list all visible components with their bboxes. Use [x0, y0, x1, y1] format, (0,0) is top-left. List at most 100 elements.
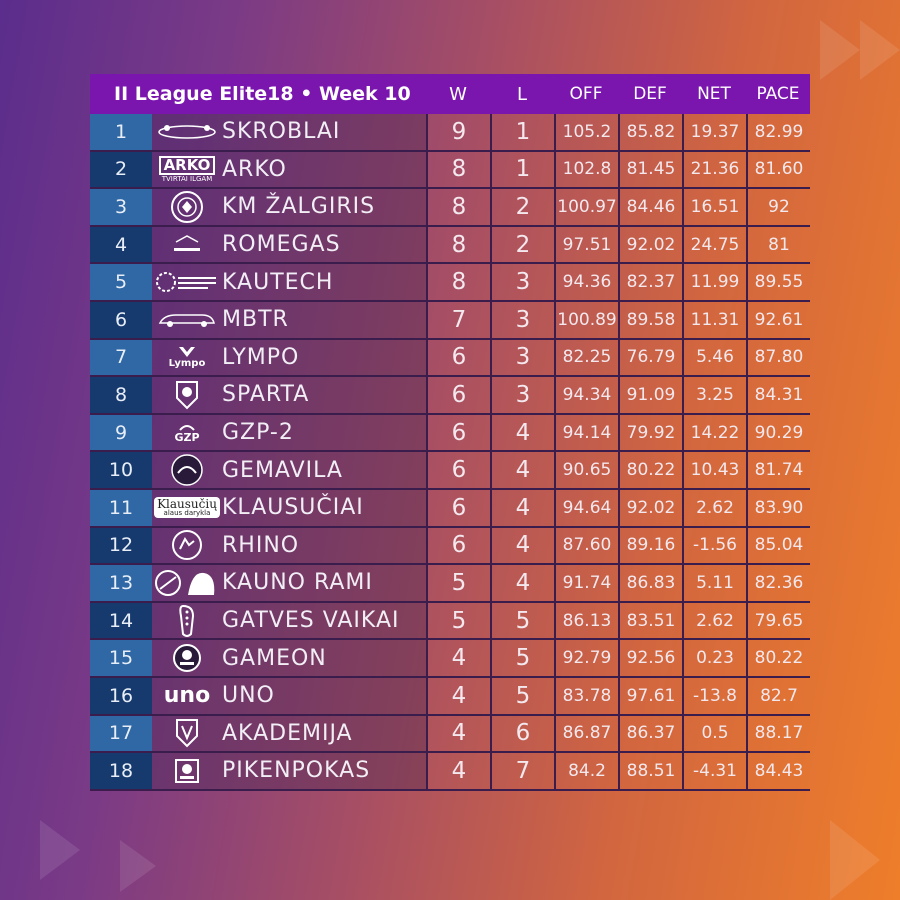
net-cell: 16.51	[682, 189, 746, 225]
table-row: 7 Lympo LYMPO 6 3 82.25 76.79 5.46 87.80	[90, 339, 810, 378]
pace-cell: 82.7	[746, 677, 810, 714]
losses-cell: 3	[490, 339, 554, 376]
team-cell: GAMEON	[152, 640, 426, 676]
table-row: 4 ROMEGAS 8 2 97.51 92.02 24.75 81	[90, 226, 810, 265]
team-cell: MBTR	[152, 301, 426, 338]
def-cell: 91.09	[618, 377, 682, 413]
off-cell: 94.36	[554, 264, 618, 300]
gzp-logo-text: GZP	[174, 431, 200, 445]
col-header-off: OFF	[569, 84, 603, 104]
wins-cell: 8	[426, 189, 490, 225]
off-cell: 102.8	[554, 151, 618, 188]
losses-cell: 5	[490, 640, 554, 676]
off-cell: 100.97	[554, 189, 618, 225]
gatves-vaikai-logo	[152, 604, 222, 637]
team-name: ARKO	[222, 156, 287, 182]
sparta-logo	[152, 380, 222, 410]
team-name: UNO	[222, 683, 275, 709]
team-cell: PIKENPOKAS	[152, 753, 426, 789]
arko-logo: ARKO TVIRTAI ILGAM	[152, 154, 222, 184]
decorative-arrow	[40, 820, 80, 880]
wins-cell: 6	[426, 489, 490, 526]
wins-cell: 6	[426, 527, 490, 564]
pace-cell: 88.17	[746, 715, 810, 752]
pace-cell: 90.29	[746, 414, 810, 451]
off-cell: 105.2	[554, 114, 618, 150]
net-cell: 10.43	[682, 452, 746, 488]
team-name: LYMPO	[222, 344, 300, 370]
net-cell: 5.11	[682, 565, 746, 601]
table-row: 9 GZP GZP-2 6 4 94.14 79.92 14.22 90.29	[90, 414, 810, 453]
team-cell: RHINO	[152, 527, 426, 564]
table-row: 8 SPARTA 6 3 94.34 91.09 3.25 84.31	[90, 377, 810, 415]
team-name: ROMEGAS	[222, 232, 341, 258]
losses-cell: 3	[490, 264, 554, 300]
team-cell: GATVES VAIKAI	[152, 602, 426, 639]
net-cell: 3.25	[682, 377, 746, 413]
lympo-logo-text: Lympo	[168, 358, 206, 370]
pace-cell: 92	[746, 189, 810, 225]
rank-cell: 9	[90, 414, 152, 451]
pace-cell: 85.04	[746, 527, 810, 564]
net-cell: 2.62	[682, 602, 746, 639]
decorative-arrow	[860, 20, 900, 80]
pace-cell: 80.22	[746, 640, 810, 676]
losses-cell: 4	[490, 489, 554, 526]
table-row: 12 RHINO 6 4 87.60 89.16 -1.56 85.04	[90, 527, 810, 566]
wins-cell: 8	[426, 264, 490, 300]
net-cell: 24.75	[682, 226, 746, 263]
table-row: 10 GEMAVILA 6 4 90.65 80.22 10.43 81.74	[90, 452, 810, 490]
pace-cell: 84.43	[746, 753, 810, 789]
off-cell: 87.60	[554, 527, 618, 564]
losses-cell: 2	[490, 226, 554, 263]
team-cell: uno UNO	[152, 677, 426, 714]
team-name: MBTR	[222, 307, 289, 333]
team-cell: KAUNO RAMI	[152, 565, 426, 601]
rank-cell: 7	[90, 339, 152, 376]
net-cell: 5.46	[682, 339, 746, 376]
team-name: GATVES VAIKAI	[222, 608, 400, 634]
team-name: GEMAVILA	[222, 457, 343, 483]
wins-cell: 4	[426, 677, 490, 714]
losses-cell: 1	[490, 114, 554, 150]
off-cell: 84.2	[554, 753, 618, 789]
decorative-arrow	[820, 20, 860, 80]
losses-cell: 4	[490, 527, 554, 564]
pace-cell: 81.74	[746, 452, 810, 488]
klausuciai-logo-text: Klausučių	[157, 497, 217, 512]
team-name: GAMEON	[222, 645, 327, 671]
wins-cell: 8	[426, 226, 490, 263]
rank-cell: 15	[90, 640, 152, 676]
off-cell: 100.89	[554, 301, 618, 338]
wins-cell: 5	[426, 602, 490, 639]
rank-cell: 8	[90, 377, 152, 413]
losses-cell: 4	[490, 452, 554, 488]
net-cell: 0.5	[682, 715, 746, 752]
wins-cell: 5	[426, 565, 490, 601]
rank-cell: 1	[90, 114, 152, 150]
rank-cell: 16	[90, 677, 152, 714]
col-header-def: DEF	[633, 84, 667, 104]
rank-cell: 12	[90, 527, 152, 564]
decorative-arrow	[830, 820, 880, 900]
off-cell: 94.64	[554, 489, 618, 526]
kauno-rami-logo	[152, 568, 222, 598]
table-row: 17 AKADEMIJA 4 6 86.87 86.37 0.5 88.17	[90, 715, 810, 754]
wins-cell: 9	[426, 114, 490, 150]
klausuciai-logo: Klausučių alaus darykla	[152, 493, 222, 523]
wins-cell: 6	[426, 339, 490, 376]
off-cell: 83.78	[554, 677, 618, 714]
pace-cell: 81.60	[746, 151, 810, 188]
wins-cell: 6	[426, 452, 490, 488]
akademija-logo	[152, 718, 222, 748]
team-name: KLAUSUČIAI	[222, 495, 364, 521]
def-cell: 85.82	[618, 114, 682, 150]
rhino-logo	[152, 530, 222, 561]
losses-cell: 5	[490, 677, 554, 714]
table-row: 11 Klausučių alaus darykla KLAUSUČIAI 6 4 94.6…	[90, 489, 810, 528]
def-cell: 97.61	[618, 677, 682, 714]
table-row: 3 KM ŽALGIRIS 8 2 100.97 84.46 16.51 92	[90, 189, 810, 227]
team-cell: AKADEMIJA	[152, 715, 426, 752]
team-cell: ROMEGAS	[152, 226, 426, 263]
net-cell: 11.99	[682, 264, 746, 300]
